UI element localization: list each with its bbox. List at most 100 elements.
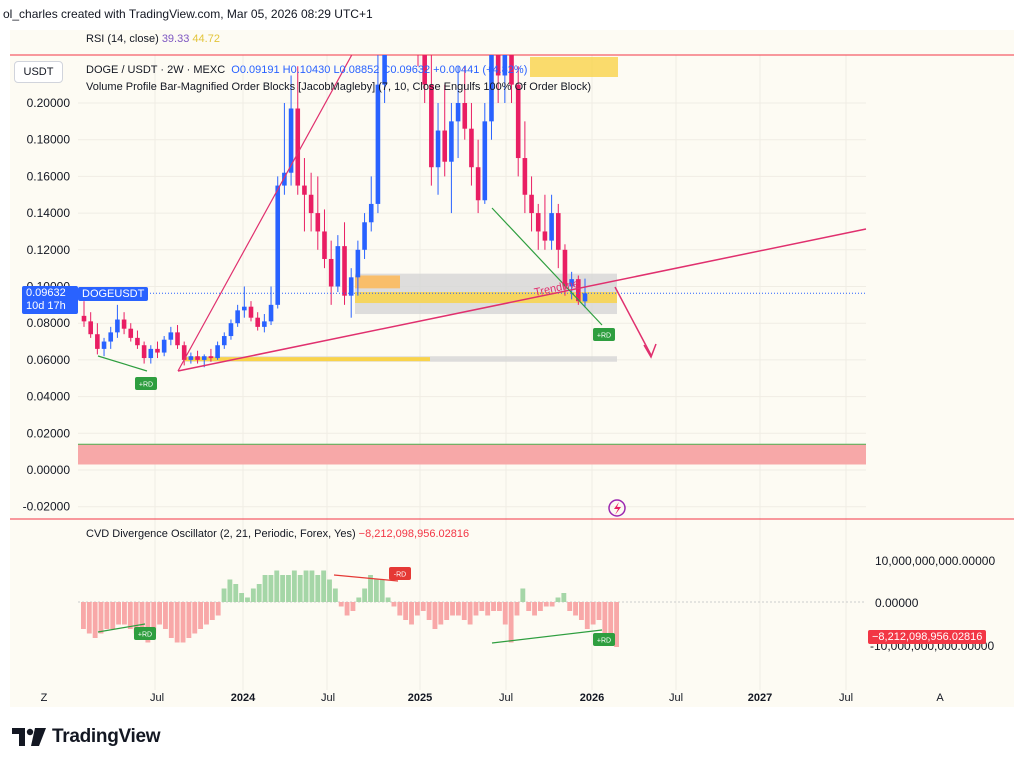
candle-body [248,306,254,318]
price-axis-label: 0.08000 [27,316,71,330]
candle-body [462,103,468,129]
cvd-bar [596,602,602,620]
cvd-bar [116,602,122,625]
time-axis-label: 2026 [580,692,604,704]
candle-body [382,55,387,85]
candle-body [208,356,214,359]
cvd-bar [532,602,537,616]
cvd-bar [426,602,432,620]
main-trendline [177,228,867,372]
cvd-bar [526,602,532,611]
cvd-bar [614,602,619,647]
order-block-bar [355,275,400,289]
cvd-bar [303,570,309,602]
time-axis-label: 2027 [748,692,772,704]
cvd-bar [315,575,321,602]
candle-body [221,336,227,346]
time-axis-label: Jul [669,692,683,704]
order-block-legend[interactable]: Volume Profile Bar-Magnified Order Block… [86,81,592,93]
cvd-bar [192,602,198,634]
cvd-bar [280,575,286,602]
candle-body [322,231,327,259]
cvd-rd-badge-neg-text: -RD [394,572,406,579]
cvd-bar [491,602,496,611]
projection-arrow-line [614,286,652,356]
candle-body [469,128,474,168]
symbol-legend[interactable]: DOGE / USDT · 2W · MEXC O0.09191 H0.1043… [86,64,527,76]
cvd-bar [227,579,233,602]
cvd-bar [104,602,110,629]
rsi-label: RSI (14, close) [86,33,159,45]
lightning-icon-bolt [614,502,621,515]
candle-body [495,55,501,76]
cvd-bar [274,570,280,602]
cvd-bar [145,602,151,643]
cvd-bar [391,602,397,607]
candle-body [168,332,174,340]
candle-body [515,84,521,159]
projection-arrow-head [643,343,657,359]
candle-body [555,213,561,250]
cvd-bar [262,575,268,602]
candle-body [562,249,568,287]
cvd-bar [414,602,420,616]
candle-body [195,356,200,360]
cvd-bar [221,588,227,602]
cvd-legend[interactable]: CVD Divergence Oscillator (2, 21, Period… [86,528,469,540]
candle-body [442,130,448,162]
cvd-bar [567,602,573,611]
candle-body [549,213,554,241]
cvd-bar [92,602,98,638]
cvd-bar [397,602,403,616]
candle-body [308,194,314,214]
cvd-bar [508,602,514,643]
last-price: 0.09632 [26,287,66,299]
cvd-bar [163,602,168,629]
candle-body [489,55,494,122]
cvd-bar [344,602,350,616]
cvd-bar [584,602,590,629]
cvd-bar [444,602,450,620]
cvd-rd-badge-2 [593,633,615,646]
candle-body [455,103,461,122]
candle-body [482,121,488,201]
price-axis-label: 0.12000 [27,243,71,257]
ohlc-close: C0.09632 [382,64,431,76]
candle-body [422,55,427,85]
candle-body [148,348,154,359]
currency-button[interactable]: USDT [14,61,63,83]
candles-group [81,55,618,372]
cvd-bar [239,593,245,602]
order-block-zone-top [530,57,618,77]
cvd-bar [502,602,508,625]
tradingview-logo-text: TradingView [52,726,161,747]
candle-body [542,231,548,241]
rsi-value-1: 39.33 [161,33,190,45]
cvd-bar [245,597,250,602]
candle-body [348,277,354,296]
cvd-rd-badge-neg [389,567,411,580]
rsi-legend[interactable]: RSI (14, close) 39.33 44.72 [86,33,220,45]
cvd-bar [555,597,561,602]
tradingview-logo[interactable]: TradingView [12,726,161,748]
candle-body [108,332,114,342]
cvd-bar [368,575,373,602]
rsi-value-2: 44.72 [192,33,220,45]
cvd-bar [561,593,567,602]
cvd-bar [157,602,163,625]
bar-countdown: 10d 17h [26,300,66,312]
chart-panel [10,30,1014,707]
cvd-bar [362,588,368,602]
cvd-bar [127,602,133,629]
price-axis-label: 0.04000 [27,390,71,404]
rd-badge-2-text: +RD [597,333,611,340]
price-axis-label: 0.06000 [27,353,71,367]
cvd-axis-label: 0.00000 [875,596,919,610]
divergence-line-2 [491,207,603,326]
time-axis-label: Jul [321,692,335,704]
candle-body [502,55,508,76]
candle-body [121,319,127,329]
candle-body [115,319,120,333]
candle-body [435,130,441,168]
